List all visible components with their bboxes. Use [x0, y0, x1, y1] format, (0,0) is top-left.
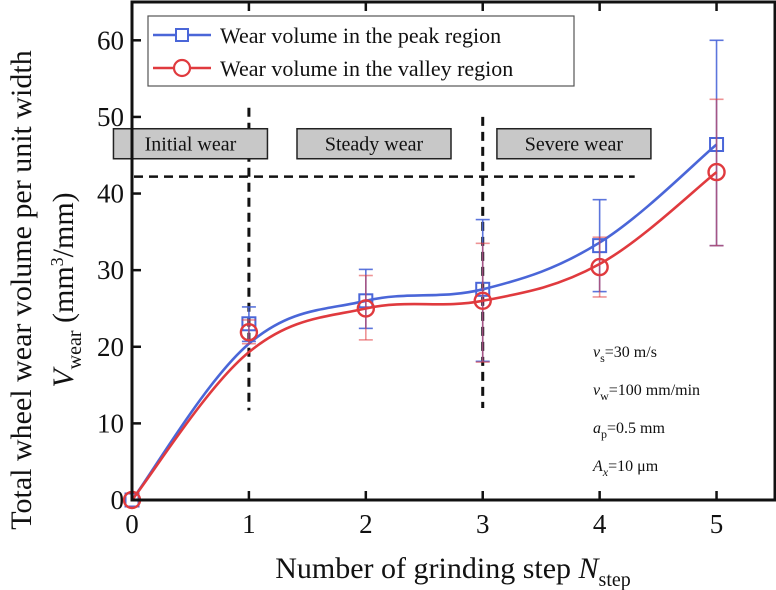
x-tick-label: 0 — [125, 509, 139, 539]
stage-label: Steady wear — [325, 134, 424, 156]
y-axis-unit-post: /mm) — [47, 192, 80, 257]
parameter-text-1: vw=100 mm/min — [593, 382, 700, 403]
param-value: =30 m/s — [605, 344, 657, 361]
y-tick-label: 0 — [111, 485, 125, 515]
x-axis-title-text: Number of grinding step — [275, 552, 578, 585]
param-subscript: w — [600, 389, 609, 403]
data-point-circle — [473, 291, 492, 310]
y-axis-title-line1: Total wheel wear volume per unit width — [5, 50, 38, 529]
stage-box-steady-wear: Steady wear — [296, 127, 452, 160]
x-axis-title-symbol: N — [578, 552, 601, 585]
legend-label: Wear volume in the valley region — [220, 56, 513, 81]
stage-box-background — [112, 127, 269, 160]
stage-box-severe-wear: Severe wear — [496, 127, 652, 160]
parameter-text-3: Ax=10 μm — [592, 458, 659, 479]
y-tick-label: 30 — [97, 255, 124, 285]
y-axis-subscript: wear — [64, 330, 86, 369]
x-axis-title-subscript: step — [599, 569, 631, 590]
series-valley-region — [122, 98, 726, 510]
parameter-text-2: ap=0.5 mm — [593, 420, 665, 441]
param-symbol: a — [593, 420, 601, 437]
series-curve — [130, 171, 718, 501]
legend-circle-marker — [172, 58, 192, 78]
param-subscript: x — [602, 465, 609, 479]
x-tick-label: 4 — [593, 509, 607, 539]
data-point-circle — [239, 323, 259, 342]
param-value: =0.5 mm — [607, 420, 665, 437]
parameter-text-0: vs=30 m/s — [593, 344, 657, 365]
stage-label: Initial wear — [145, 134, 237, 156]
legend-box — [147, 15, 575, 87]
series-layer — [122, 39, 726, 510]
stage-box-background — [296, 127, 452, 160]
param-subscript: p — [601, 427, 607, 441]
y-axis-unit-superscript: 3 — [47, 257, 67, 266]
y-axis-title-line2: Vwear (mm3/mm) — [47, 192, 86, 387]
param-symbol: A — [592, 458, 603, 475]
stage-label: Severe wear — [525, 134, 624, 156]
data-point-circle — [707, 162, 726, 182]
y-tick-label: 40 — [97, 179, 124, 209]
param-symbol: v — [593, 344, 601, 361]
legend-square-marker — [175, 28, 189, 42]
legend-entry-1: Wear volume in the valley region — [153, 56, 513, 81]
x-axis-title: Number of grinding step Nstep — [275, 552, 631, 590]
x-tick-label: 5 — [710, 509, 724, 539]
x-tick-label: 3 — [476, 509, 490, 539]
axis-labels: Number of grinding step Nstep Total wheel… — [5, 50, 631, 590]
data-point-circle — [590, 257, 609, 277]
param-symbol: v — [593, 382, 601, 399]
x-tick-label: 2 — [359, 509, 373, 539]
stage-box-initial-wear: Initial wear — [112, 127, 269, 160]
y-axis-symbol: V — [47, 366, 80, 388]
y-tick-label: 10 — [97, 408, 124, 438]
y-axis-unit-pre: (mm — [47, 266, 80, 330]
x-tick-label: 1 — [242, 509, 256, 539]
legend: Wear volume in the peak region Wear volum… — [147, 15, 575, 87]
param-subscript: s — [600, 351, 605, 365]
annotation-layer: Initial wear Steady wear Severe wearvs=30 … — [112, 107, 700, 479]
data-point-circle — [356, 299, 376, 318]
stage-box-background — [496, 127, 652, 160]
plot-frame — [130, 0, 776, 502]
param-value: =100 mm/min — [609, 382, 700, 399]
y-tick-label: 50 — [97, 102, 124, 132]
legend-label: Wear volume in the peak region — [220, 23, 501, 48]
legend-entry-0: Wear volume in the peak region — [153, 23, 501, 48]
series-curve — [130, 143, 718, 501]
y-tick-label: 20 — [97, 332, 124, 362]
param-value: =10 μm — [608, 458, 659, 475]
y-tick-label: 60 — [97, 25, 124, 55]
